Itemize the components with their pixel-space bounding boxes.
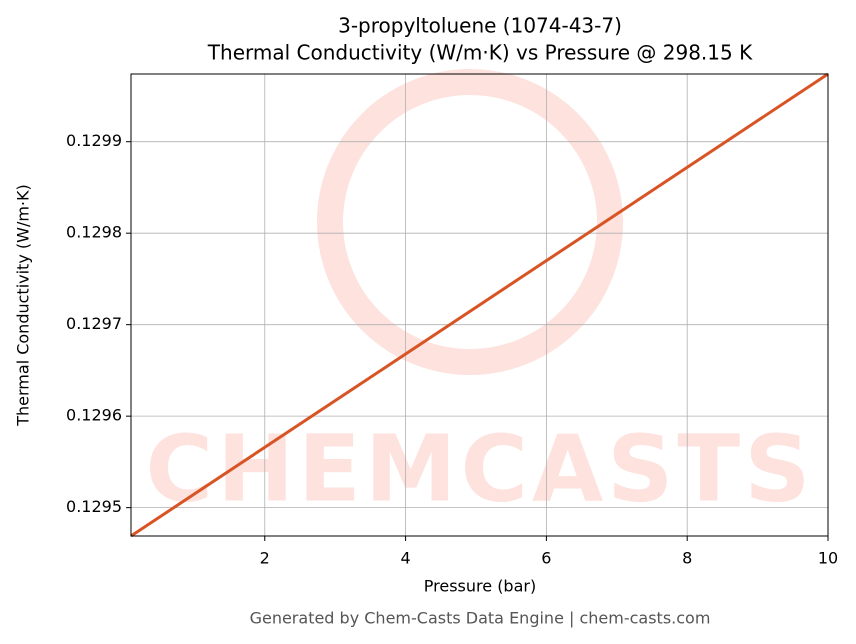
watermark-group: CHEMCASTS (146, 69, 815, 522)
y-axis-label: Thermal Conductivity (W/m·K) (14, 184, 33, 427)
y-tick-label: 0.1299 (66, 131, 122, 150)
watermark: CHEMCASTS (146, 415, 815, 522)
x-tick-label: 2 (260, 549, 270, 568)
data-line (130, 72, 829, 538)
x-tick-label: 6 (541, 549, 551, 568)
chart-subtitle: Thermal Conductivity (W/m·K) vs Pressure… (207, 41, 753, 65)
watermark-logo (317, 69, 623, 375)
y-tick-label: 0.1297 (66, 314, 122, 333)
x-axis-label: Pressure (bar) (424, 577, 536, 596)
x-tick-label: 4 (400, 549, 410, 568)
y-tick-label: 0.1298 (66, 223, 122, 242)
y-tick-label: 0.1295 (66, 497, 122, 516)
x-tick-label: 10 (818, 549, 838, 568)
footer: Generated by Chem-Casts Data Engine | ch… (250, 609, 711, 628)
y-tick-label: 0.1296 (66, 406, 122, 425)
plot-frame (130, 73, 829, 537)
chart-title: 3-propyltoluene (1074-43-7) (338, 14, 622, 38)
x-tick-label: 8 (682, 549, 692, 568)
